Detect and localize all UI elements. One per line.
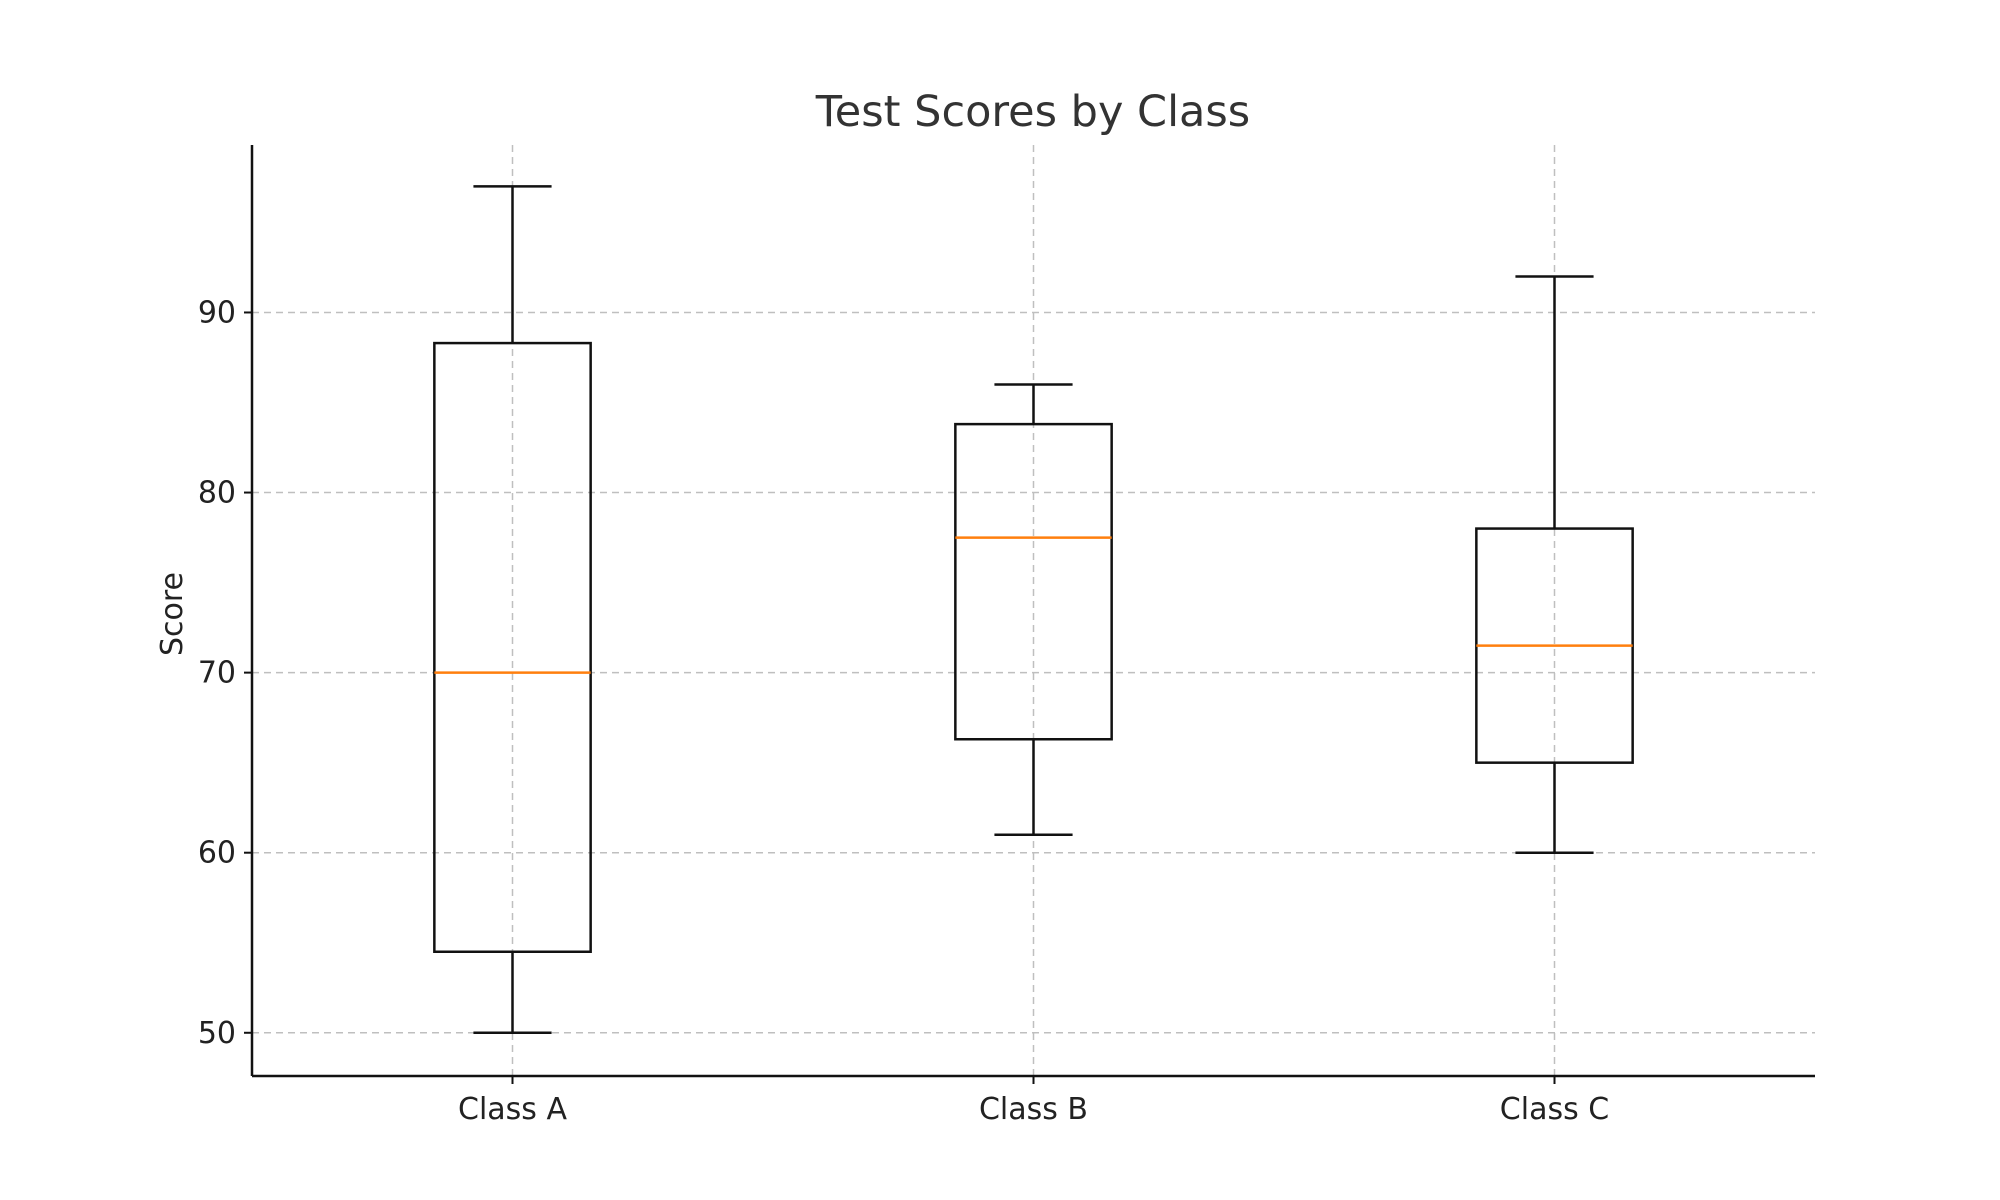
- axis-ticks: 50 60 70 80 90 Class A Class B Class C: [198, 295, 1609, 1127]
- y-tick-label: 60: [198, 836, 236, 871]
- box-group: [954, 383, 1113, 836]
- x-tick-label: Class A: [458, 1092, 567, 1127]
- box-group: [433, 185, 592, 1035]
- iqr-box: [954, 422, 1113, 741]
- x-tick-label: Class B: [979, 1092, 1088, 1127]
- x-tick-label: Class C: [1500, 1092, 1609, 1127]
- chart-title: Test Scores by Class: [815, 87, 1250, 137]
- y-tick-label: 50: [198, 1016, 236, 1051]
- y-tick-label: 70: [198, 656, 236, 691]
- box-group: [1475, 275, 1634, 854]
- y-tick-label: 80: [198, 476, 236, 511]
- y-axis-label: Score: [155, 572, 190, 656]
- boxes: [433, 185, 1634, 1035]
- y-tick-label: 90: [198, 295, 236, 330]
- iqr-box: [433, 341, 592, 953]
